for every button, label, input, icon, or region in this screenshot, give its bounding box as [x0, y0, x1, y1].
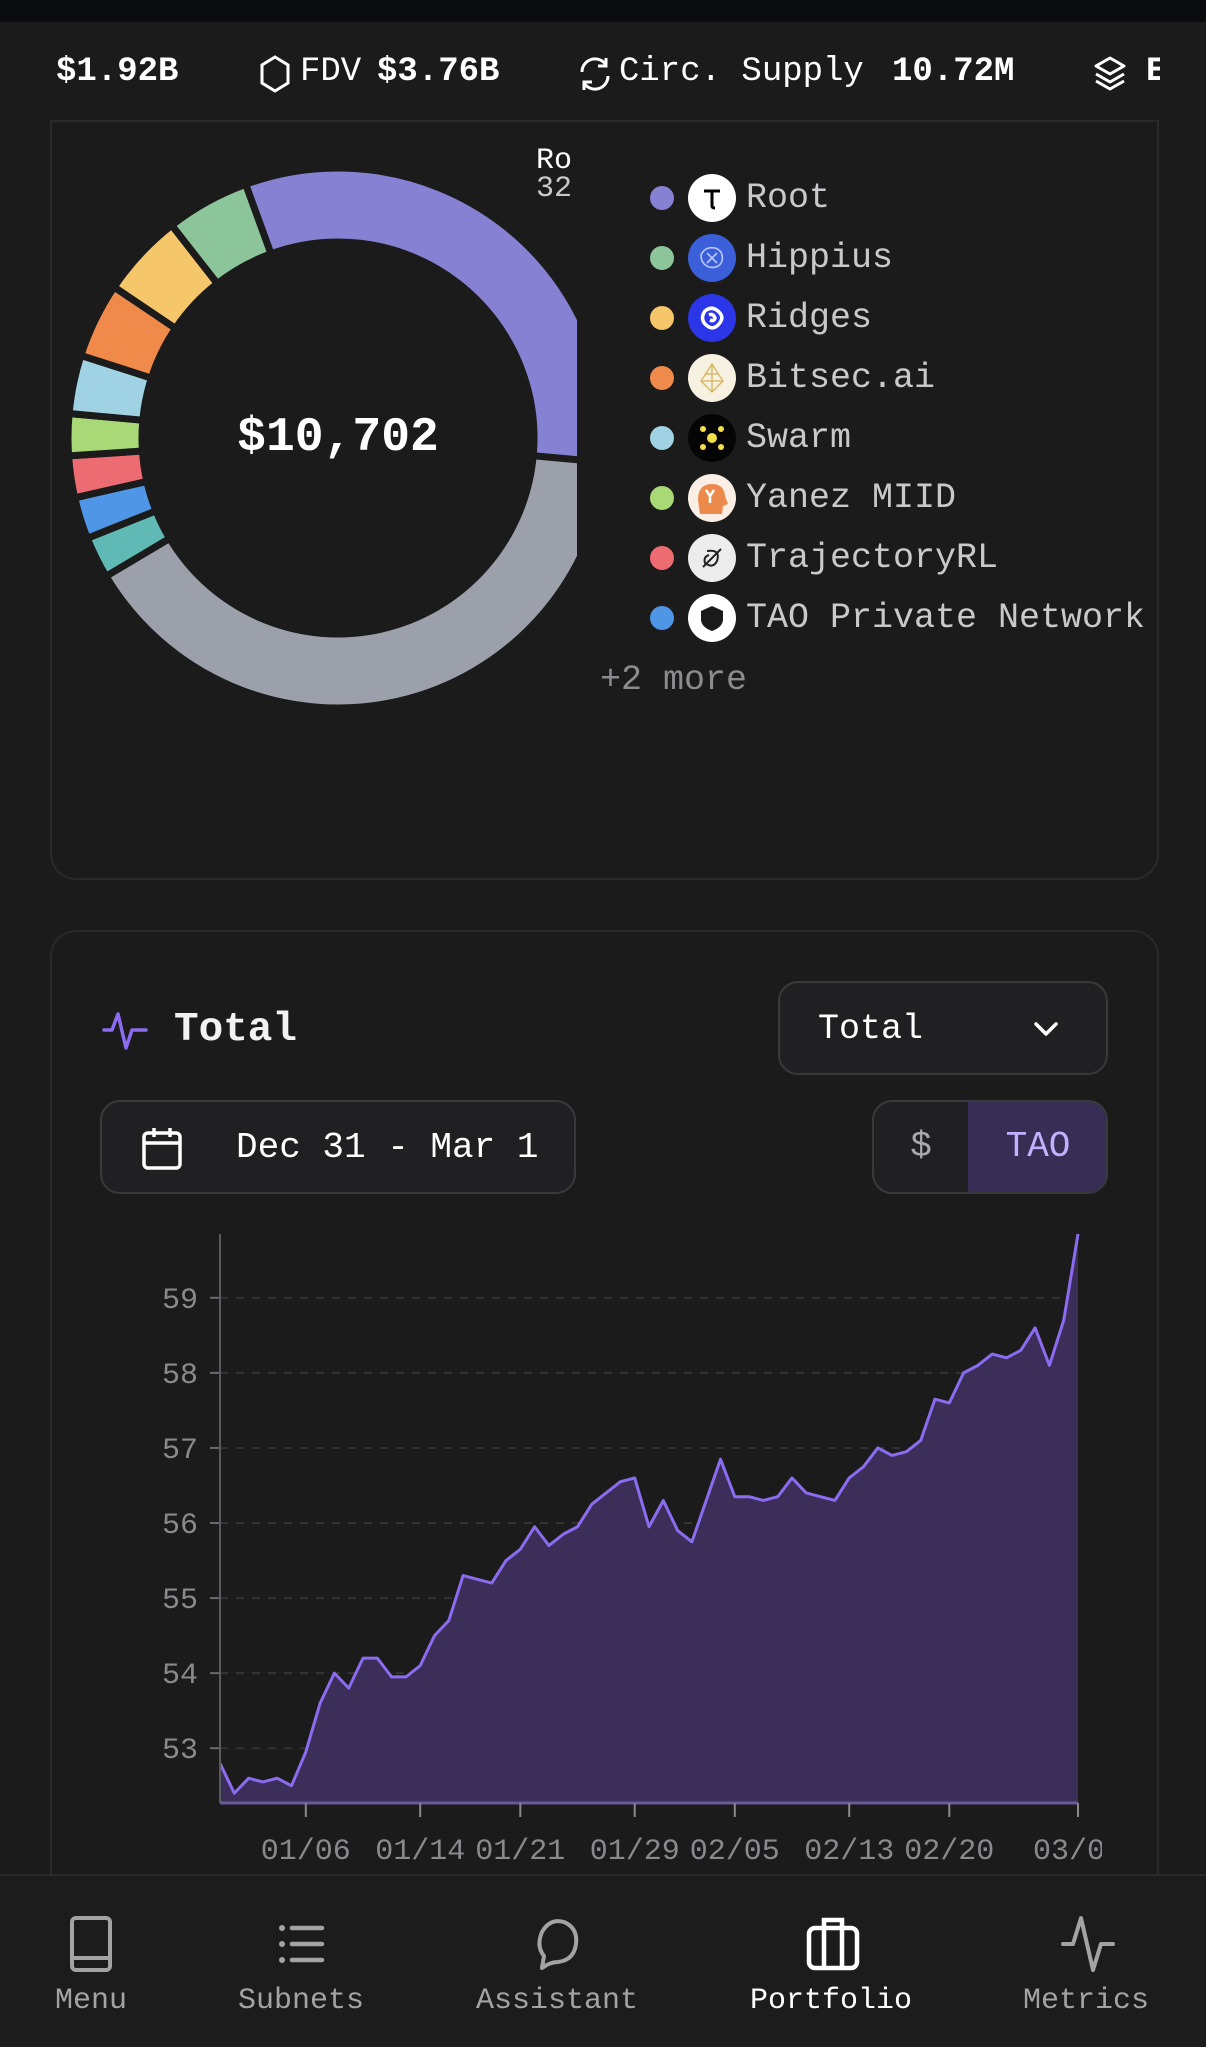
portfolio-total-value: $10,702	[237, 411, 439, 465]
legend-item-yanez-miid[interactable]: Yanez MIID	[650, 473, 956, 523]
x-tick-label: 01/29	[590, 1835, 680, 1869]
legend-item-tao-private-network[interactable]: TAO Private Network	[650, 593, 1145, 643]
nav-label: Subnets	[237, 1984, 365, 2018]
date-range-picker[interactable]: Dec 31 - Mar 1	[100, 1100, 576, 1194]
currency-toggle: $ TAO	[872, 1100, 1108, 1194]
legend-dot	[650, 186, 674, 210]
nav-item-menu[interactable]: Menu	[0, 1876, 201, 2047]
nav-item-metrics[interactable]: Metrics	[976, 1876, 1196, 2047]
metric-dropdown-value: Total	[818, 1009, 924, 1049]
y-tick-label: 58	[162, 1359, 198, 1393]
x-tick-label: 01/21	[475, 1835, 565, 1869]
nav-item-portfolio[interactable]: Portfolio	[721, 1876, 941, 2047]
total-value-chart[interactable]: 53 54 55 56 57 58 59 01/06 01/14 01/21 01/29 02/05 0…	[102, 1222, 1102, 1882]
fdv-value: $3.76B	[377, 53, 500, 91]
calendar-icon	[142, 1128, 182, 1170]
legend-dot	[650, 606, 674, 630]
legend-dot	[650, 366, 674, 390]
market-cap-value: $1.92B	[56, 53, 179, 91]
legend-item-swarm[interactable]: Swarm	[650, 413, 851, 463]
refresh-icon	[580, 57, 610, 91]
date-range-value: Dec 31 - Mar 1	[236, 1127, 539, 1168]
donut-slice[interactable]	[241, 164, 577, 464]
currency-tao-option[interactable]: TAO	[968, 1102, 1106, 1192]
legend-dot	[650, 246, 674, 270]
legend-more-link[interactable]: +2 more	[600, 660, 748, 700]
legend-label: Root	[746, 178, 831, 218]
donut-tooltip-name: Ro	[536, 144, 573, 178]
list-icon	[279, 1925, 325, 1963]
legend-label: Bitsec.ai	[746, 358, 936, 398]
legend-item-hippius[interactable]: Hippius	[650, 233, 893, 283]
legend-dot	[650, 546, 674, 570]
legend-dot	[650, 426, 674, 450]
legend-dot	[650, 486, 674, 510]
x-tick-label: 01/14	[375, 1835, 465, 1869]
fdv-label: FDV	[300, 53, 362, 91]
nav-label: Assistant	[475, 1984, 639, 2018]
book-icon	[70, 1916, 112, 1972]
performance-title: Total	[174, 1007, 298, 1053]
stats-ticker: $1.92B FDV $3.76B Circ. Supply 10.72M E	[0, 22, 1160, 122]
y-tick-label: 55	[162, 1584, 198, 1618]
yanez-logo-icon	[688, 474, 736, 522]
x-tick-label: 02/05	[690, 1835, 780, 1869]
legend-label: TrajectoryRL	[746, 538, 999, 578]
legend-label: TAO Private Network	[746, 598, 1146, 638]
area-fill	[220, 1234, 1078, 1803]
metric-dropdown[interactable]: Total	[778, 981, 1108, 1075]
activity-icon	[1061, 1916, 1115, 1972]
nav-label: Metrics	[1022, 1984, 1150, 2018]
status-bar	[0, 0, 1206, 22]
next-stat-partial: E	[1146, 53, 1160, 91]
nav-label: Portfolio	[749, 1984, 913, 2018]
legend-item-ridges[interactable]: Ridges	[650, 293, 872, 343]
donut-tooltip-value: 32	[536, 172, 573, 206]
x-tick-label: 03/01	[1033, 1835, 1102, 1869]
activity-icon	[102, 1012, 148, 1050]
currency-usd-option[interactable]: $	[910, 1126, 932, 1167]
donut-slice[interactable]	[101, 451, 577, 712]
legend-dot	[650, 306, 674, 330]
briefcase-icon	[806, 1917, 860, 1971]
trajectoryrl-logo-icon	[688, 534, 736, 582]
swarm-logo-icon	[688, 414, 736, 462]
legend-item-root[interactable]: Root	[650, 173, 830, 223]
x-tick-label: 02/13	[804, 1835, 894, 1869]
allocation-donut-chart[interactable]	[52, 122, 577, 878]
root-logo-icon	[688, 174, 736, 222]
x-tick-label: 01/06	[261, 1835, 351, 1869]
y-tick-label: 53	[162, 1734, 198, 1768]
chevron-down-icon	[1034, 1022, 1058, 1036]
donut-slice[interactable]	[166, 179, 276, 289]
nav-item-assistant[interactable]: Assistant	[447, 1876, 667, 2047]
y-tick-label: 54	[162, 1659, 198, 1693]
ridges-logo-icon	[688, 294, 736, 342]
y-tick-label: 59	[162, 1284, 198, 1318]
legend-label: Yanez MIID	[746, 478, 957, 518]
circ-supply-value: 10.72M	[892, 53, 1015, 91]
layers-icon	[1094, 56, 1126, 91]
legend-label: Swarm	[746, 418, 852, 458]
legend-label: Ridges	[746, 298, 873, 338]
hippius-logo-icon	[688, 234, 736, 282]
x-tick-label: 02/20	[904, 1835, 994, 1869]
legend-item-bitsec[interactable]: Bitsec.ai	[650, 353, 935, 403]
hexagon-icon	[260, 55, 290, 93]
bitsec-logo-icon	[688, 354, 736, 402]
nav-item-subnets[interactable]: Subnets	[191, 1876, 411, 2047]
chat-icon	[537, 1919, 579, 1970]
allocation-card: $10,702 Ro 32 Root Hippius Ridges Bitsec…	[50, 120, 1159, 880]
performance-card: Total Total Dec 31 - Mar 1 $ TAO 53 54 55 5…	[50, 930, 1159, 2034]
legend-item-trajectoryrl[interactable]: TrajectoryRL	[650, 533, 998, 583]
nav-label: Menu	[54, 1984, 127, 2018]
y-tick-label: 57	[162, 1434, 198, 1468]
series-line	[218, 1233, 1080, 1795]
y-tick-label: 56	[162, 1509, 198, 1543]
tpn-shield-icon	[688, 594, 736, 642]
legend-label: Hippius	[746, 238, 894, 278]
bottom-nav: Menu Subnets Assistant Portfolio Metrics	[0, 1874, 1206, 2047]
circ-supply-label: Circ. Supply	[619, 53, 864, 91]
